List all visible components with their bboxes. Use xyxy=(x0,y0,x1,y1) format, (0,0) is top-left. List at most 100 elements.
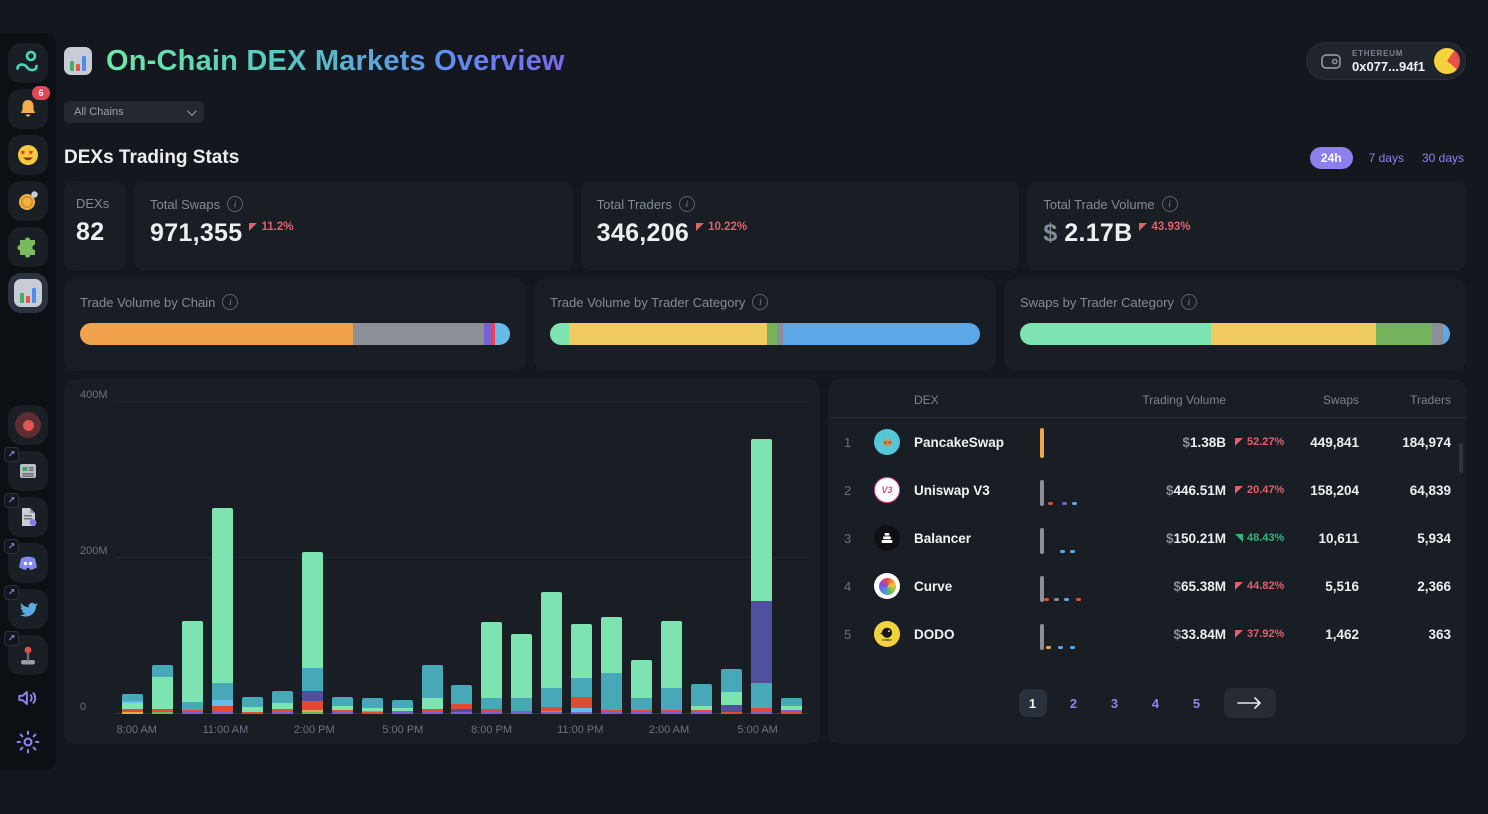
bar-segment-lblue xyxy=(211,699,233,707)
info-icon[interactable]: i xyxy=(222,294,239,310)
table-row-balancer[interactable]: 3 Balancer $150.21M 48.43% 10,611 5,934 xyxy=(828,514,1466,562)
sidebar-item-integrations[interactable] xyxy=(8,227,48,267)
segment-green xyxy=(1375,323,1432,345)
stat-change: 11.2% xyxy=(249,221,293,233)
sidebar-item-favorites[interactable]: ♥ ♥ xyxy=(8,135,48,175)
page-button-5[interactable]: 5 xyxy=(1192,695,1201,711)
bar-segment-purple xyxy=(391,712,413,714)
bar-segment-teal xyxy=(181,702,203,711)
bar-segment-purple xyxy=(451,711,473,714)
dex-name: Curve xyxy=(914,578,953,594)
bar-segment-teal xyxy=(451,685,473,704)
bar-segment-purple xyxy=(631,712,653,714)
table-row-pancakeswap[interactable]: 1 PancakeSwap $1.38B 52.27% 449,841 184,974 xyxy=(828,418,1466,466)
trading-volume: $1.38B xyxy=(1182,434,1226,450)
stacked-bar-10-00-pm xyxy=(541,592,563,714)
segment-gray xyxy=(353,323,485,345)
bar-segment-teal xyxy=(391,700,413,708)
bar-segment-indigo xyxy=(721,704,743,712)
change-triangle-icon xyxy=(696,223,705,231)
external-link-icon: ↗ xyxy=(4,585,19,600)
bar-segment-mint xyxy=(691,706,713,711)
time-range-24h[interactable]: 24h xyxy=(1309,147,1353,169)
segment-lblue xyxy=(494,323,510,345)
table-row-uniswap-v3[interactable]: 2 V3 Uniswap V3 $446.51M 20.47% 158,204 64,839 xyxy=(828,466,1466,514)
dex-ranking-table-card: DEX Trading Volume Swaps Traders 1 Pancak… xyxy=(828,379,1466,744)
time-range-30-days[interactable]: 30 days xyxy=(1421,151,1464,165)
stat-change: 43.93% xyxy=(1139,221,1190,233)
sidebar-item-settings[interactable] xyxy=(8,722,48,762)
next-page-button[interactable] xyxy=(1223,688,1276,718)
bar-segment-red xyxy=(631,710,653,713)
sidebar-item-news[interactable]: ↗ xyxy=(4,447,48,491)
bar-segment-mint xyxy=(571,623,593,679)
time-range-toggle: 24h 7 days 30 days xyxy=(1309,147,1466,169)
time-range-7-days[interactable]: 7 days xyxy=(1368,151,1404,165)
table-row-dodo[interactable]: 5 DODO DODO $33.84M 37.92% 1,462 363 xyxy=(828,610,1466,658)
info-icon[interactable]: i xyxy=(678,196,695,212)
bar-segment-red xyxy=(541,707,563,711)
stacked-bar-7-00-pm xyxy=(451,685,473,714)
stacked-bar-9-00-pm xyxy=(511,633,533,714)
column-header-dex: DEX xyxy=(914,393,939,407)
stacked-bar-8-00-pm xyxy=(481,622,503,714)
page-button-2[interactable]: 2 xyxy=(1069,695,1078,711)
sidebar-item-twitter[interactable]: ↗ xyxy=(4,585,48,629)
pagination: 1 2 3 4 5 xyxy=(828,688,1466,744)
trade-volume-by-chain-bar xyxy=(80,323,510,345)
wallet-pill[interactable]: ETHEREUM 0x077...94f1 xyxy=(1305,42,1466,80)
info-icon[interactable]: i xyxy=(1161,196,1178,212)
rank: 3 xyxy=(844,530,852,546)
sidebar-item-discord[interactable]: ↗ xyxy=(4,539,48,583)
sidebar-item-live[interactable] xyxy=(8,405,48,445)
sidebar-item-sound[interactable] xyxy=(8,678,48,718)
bar-segment-purple xyxy=(481,712,503,714)
info-icon[interactable]: i xyxy=(1180,294,1197,310)
info-icon[interactable]: i xyxy=(227,196,244,212)
segment-gray xyxy=(1431,323,1444,345)
bar-segment-red xyxy=(661,710,683,713)
chain-select[interactable]: All Chains xyxy=(64,101,204,123)
sidebar-item-logo[interactable] xyxy=(8,43,48,83)
settings-gear-icon xyxy=(15,729,41,755)
stacked-bar-3-00-am xyxy=(691,684,713,714)
sidebar-item-dex-markets[interactable] xyxy=(8,273,48,313)
bar-segment-purple xyxy=(122,708,143,711)
bar-segment-teal xyxy=(331,696,353,707)
hourly-volume-chart-card: 0 200M 400M 8:00 AM 11:00 AM 2:00 PM 5:00 PM 8:… xyxy=(64,379,820,744)
bar-segment-green xyxy=(361,710,383,713)
stacked-bar-10-00-am xyxy=(181,621,203,714)
bar-segment-mint xyxy=(541,592,563,688)
page-button-1[interactable]: 1 xyxy=(1018,689,1047,717)
trading-volume: $33.84M xyxy=(1173,626,1226,642)
gridline xyxy=(116,557,808,558)
bar-segment-indigo xyxy=(301,691,323,701)
page-button-4[interactable]: 4 xyxy=(1151,695,1160,711)
bar-segment-red xyxy=(361,712,383,714)
external-link-icon: ↗ xyxy=(4,539,19,554)
avatar[interactable] xyxy=(1434,48,1460,74)
sidebar-item-games[interactable]: ↗ xyxy=(4,631,48,675)
stacked-bar-2-00-pm xyxy=(301,551,323,714)
table-row-curve[interactable]: 4 Curve $65.38M 44.82% 5,516 2,366 xyxy=(828,562,1466,610)
bar-segment-teal xyxy=(271,691,293,704)
y-axis-tick-label: 400M xyxy=(80,389,108,401)
trading-volume: $446.51M xyxy=(1165,482,1226,498)
x-axis-tick-label: 8:00 PM xyxy=(471,724,513,736)
volume-change: 37.92% xyxy=(1226,628,1290,640)
stat-label: Total Swaps xyxy=(150,196,221,212)
info-icon[interactable]: i xyxy=(752,294,769,310)
rank: 5 xyxy=(844,626,852,642)
scrollbar[interactable] xyxy=(1459,443,1463,473)
sidebar-item-notifications[interactable]: 6 xyxy=(8,86,50,129)
wallet-address: 0x077...94f1 xyxy=(1351,58,1425,74)
sidebar-item-docs[interactable]: ↗ xyxy=(4,493,48,537)
bar-segment-red xyxy=(211,706,233,711)
bar-segment-purple xyxy=(511,712,533,714)
sidebar-item-tokens[interactable] xyxy=(8,181,48,221)
page-button-3[interactable]: 3 xyxy=(1110,695,1119,711)
bar-segment-mint xyxy=(361,707,383,711)
bar-segment-red xyxy=(391,710,413,713)
twitter-icon xyxy=(16,597,40,621)
stacked-bar-chart: 0 200M 400M 8:00 AM 11:00 AM 2:00 PM 5:00 PM 8:… xyxy=(80,389,808,736)
